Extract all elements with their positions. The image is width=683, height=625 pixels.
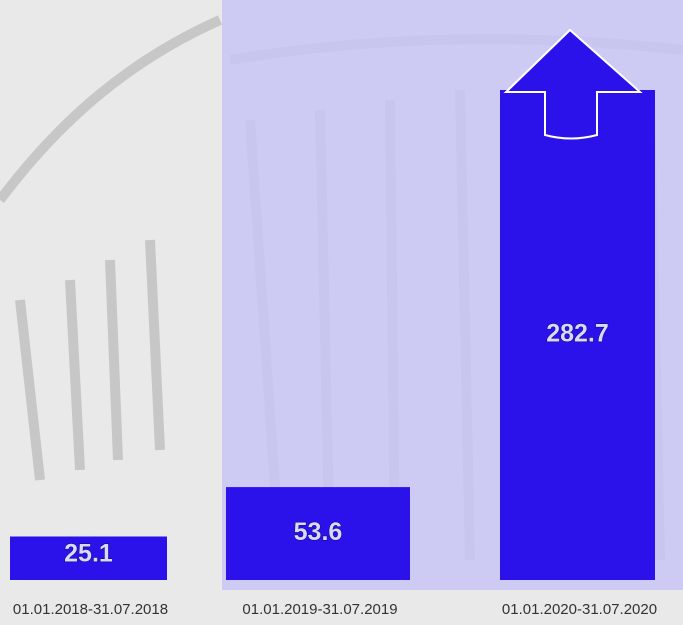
up-arrow [503,28,643,140]
x-tick-label: 01.01.2019-31.07.2019 [242,601,397,618]
value-label: 53.6 [294,518,343,546]
value-label: 25.1 [64,540,113,568]
bar [10,536,167,580]
x-tick-label: 01.01.2020-31.07.2020 [502,601,657,618]
x-tick-label: 01.01.2018-31.07.2018 [13,601,168,618]
bar [500,90,655,580]
value-label: 282.7 [546,320,609,348]
bar [226,487,410,580]
